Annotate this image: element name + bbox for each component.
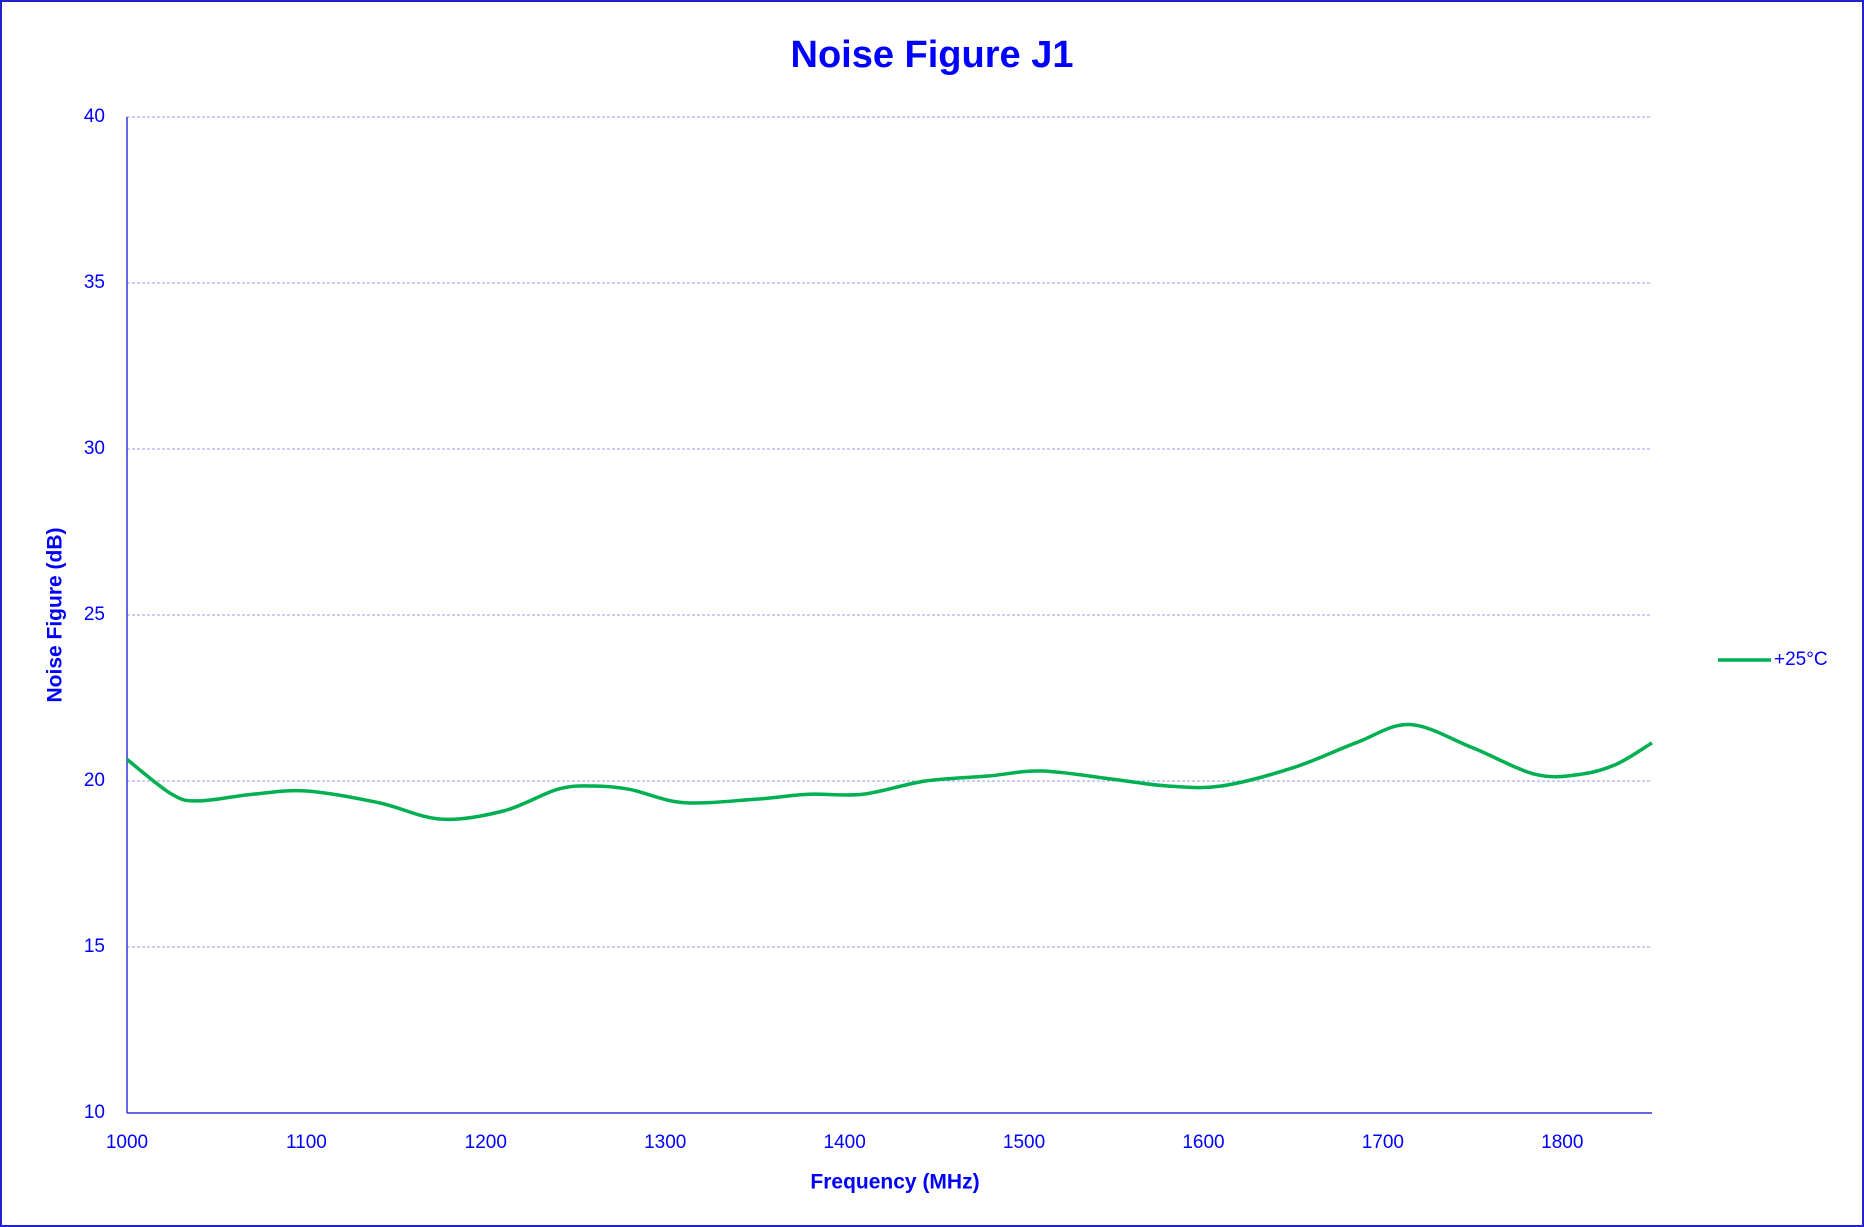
- data-line: [125, 722, 1653, 822]
- x-tick-label: 1600: [1182, 1132, 1224, 1153]
- y-axis-label: Noise Figure (dB): [44, 527, 67, 702]
- x-tick-label: 1000: [106, 1132, 148, 1153]
- y-tick-label: 25: [84, 604, 105, 625]
- x-tick-label: 1300: [644, 1132, 686, 1153]
- y-tick-label: 35: [84, 272, 105, 293]
- y-tick-label: 30: [84, 438, 105, 459]
- x-tick-label: 1200: [465, 1132, 507, 1153]
- y-tick-label: 10: [84, 1102, 105, 1123]
- y-tick-label: 15: [84, 936, 105, 957]
- chart-title: Noise Figure J1: [791, 34, 1074, 76]
- x-tick-label: 1400: [824, 1132, 866, 1153]
- x-tick-label: 1500: [1003, 1132, 1045, 1153]
- x-tick-label: 1100: [286, 1132, 327, 1153]
- y-tick-label: 40: [84, 106, 105, 127]
- y-tick-label: 20: [84, 770, 105, 791]
- legend-label: +25°C: [1774, 649, 1828, 670]
- x-tick-label: 1800: [1541, 1132, 1583, 1153]
- x-axis-label: Frequency (MHz): [810, 1171, 979, 1194]
- x-tick-label: 1700: [1362, 1132, 1404, 1153]
